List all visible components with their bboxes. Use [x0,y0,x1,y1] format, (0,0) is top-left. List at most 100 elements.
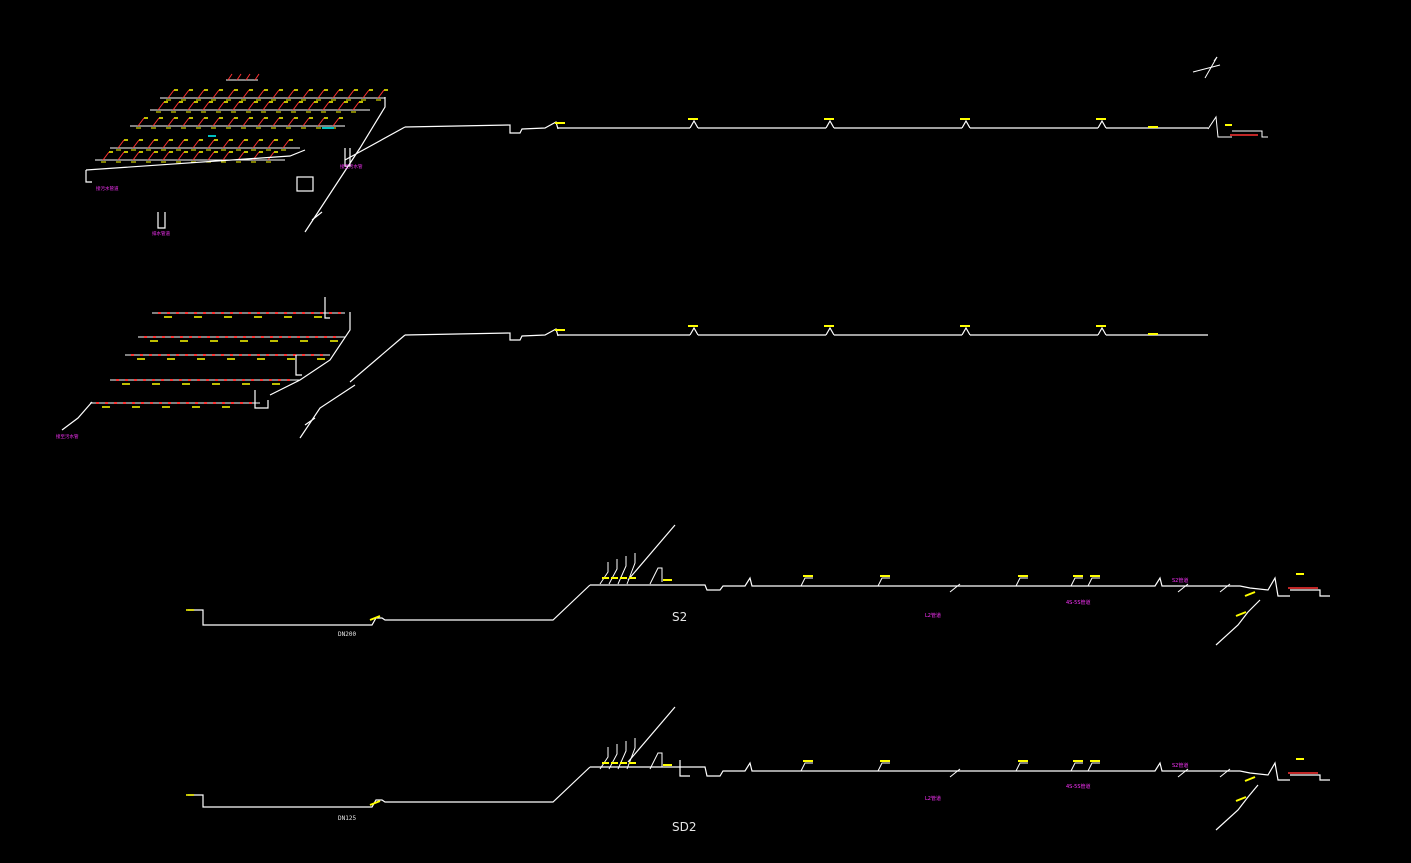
sys2-branch-pipes [90,312,345,408]
sys2-note-a: 接至污水管 [56,433,79,440]
fitting [237,139,245,149]
riser-tag [1244,591,1256,597]
fitting [212,117,220,127]
fitting [152,117,160,127]
fitting [177,139,185,149]
fitting [182,89,190,99]
fitting [272,117,280,127]
fitting [252,139,260,149]
sd2-pipe-size-label: DN125 [338,815,356,822]
pipe-break [1219,583,1231,593]
fitting [232,101,240,111]
s2-note-s2: S2管道 [1172,577,1188,584]
fitting [212,89,220,99]
fitting [177,151,185,161]
s2-note-l2: L2管道 [925,612,941,619]
riser-tag [1235,611,1247,617]
riser [1087,762,1100,772]
riser [599,562,609,585]
riser [800,577,813,587]
sys1-main-riser [85,97,406,233]
fitting [287,117,295,127]
riser-tag [1235,796,1247,802]
fitting [162,151,170,161]
isometric-system-middle: 接至污水管 [56,297,1208,440]
fitting [182,117,190,127]
fitting [257,117,265,127]
fitting [192,151,200,161]
s2-title: S2 [672,610,687,624]
fitting [207,139,215,149]
fitting [102,151,110,161]
fitting [192,139,200,149]
fitting [242,89,250,99]
profile-system-s2: S2 DN200 4S-5S管道 L2管道 S2管道 [186,524,1330,646]
fitting [227,73,233,81]
riser [617,741,627,770]
s2-note-45: 4S-5S管道 [1066,599,1091,606]
fitting [137,117,145,127]
fitting [332,117,340,127]
fitting [132,139,140,149]
sys2-main-riser [61,297,406,439]
fitting [117,139,125,149]
sys2-main-run [404,328,559,341]
fitting [217,101,225,111]
fitting [287,89,295,99]
pipe-break [1177,583,1189,593]
pipe-break [1177,768,1189,778]
s2-risers [186,553,1318,621]
riser-tag [369,800,381,806]
sd2-note-l2: L2管道 [925,795,941,802]
fitting [257,89,265,99]
fitting [207,151,215,161]
fitting [157,101,165,111]
fitting [292,101,300,111]
sd2-note-s2: S2管道 [1172,762,1188,769]
riser [877,577,890,587]
sd2-note-45: 4S-5S管道 [1066,783,1091,790]
north-arrow-icon [1192,56,1221,79]
riser [649,567,663,585]
fitting [242,117,250,127]
fitting [167,89,175,99]
fitting [202,101,210,111]
fitting [282,139,290,149]
s2-pipe [188,524,1330,646]
fitting [197,117,205,127]
sys1-note-b: 排水管道 [152,230,170,237]
fitting [317,89,325,99]
fitting [147,151,155,161]
fitting [172,101,180,111]
fitting [262,101,270,111]
pipe-break [1219,768,1231,778]
fitting [352,101,360,111]
pipe-offset [961,119,971,129]
fitting [222,139,230,149]
fitting [254,73,260,81]
fitting [307,101,315,111]
pipe-offset [825,119,835,129]
pipe-break [949,583,961,593]
fitting [132,151,140,161]
sd2-title: SD2 [672,820,697,834]
fitting [237,151,245,161]
riser [1015,762,1028,772]
sys1-end-fitting [1207,115,1268,138]
riser [1070,577,1083,587]
fitting [317,117,325,127]
riser-tag [369,615,381,621]
fitting [236,73,242,81]
pipe-offset [689,119,699,129]
sys1-note-c: 接至污水管 [340,163,363,170]
isometric-system-top: 接污水管道 排水管道 接至污水管 [85,73,1268,237]
pipe-offset [689,326,699,336]
profile-system-sd2: SD2 DN125 4S-5S管道 L2管道 S2管道 [186,706,1330,834]
pipe-offset [1097,119,1107,129]
riser [599,747,609,770]
sys1-main-run [404,121,559,134]
fitting [302,89,310,99]
pipe-break [949,768,961,778]
fitting [167,117,175,127]
